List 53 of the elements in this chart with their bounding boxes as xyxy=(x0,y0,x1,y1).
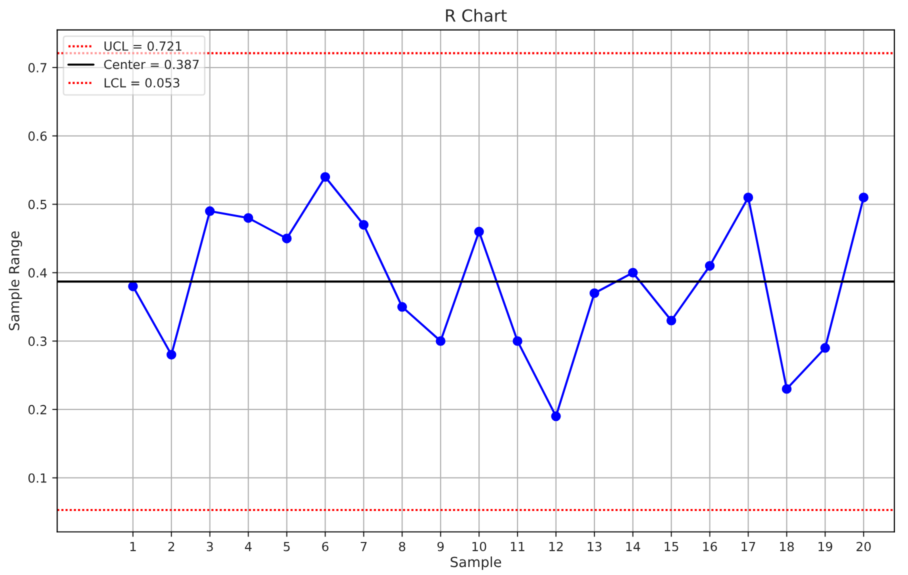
x-tick-label: 13 xyxy=(588,542,602,552)
ref-line-label: UCL = 0.721 xyxy=(104,41,182,51)
x-tick-label: 6 xyxy=(322,542,328,552)
x-tick-label: 10 xyxy=(472,542,486,552)
x-tick-label: 1 xyxy=(130,542,136,552)
y-tick-label: 0.5 xyxy=(28,200,46,210)
x-tick-label: 11 xyxy=(510,542,524,552)
x-tick-label: 7 xyxy=(360,542,367,552)
x-tick-label: 16 xyxy=(703,542,717,552)
point xyxy=(205,206,215,216)
point xyxy=(512,336,522,346)
point xyxy=(397,302,408,312)
x-tick-label: 18 xyxy=(780,542,794,552)
x-tick-label: 4 xyxy=(244,542,252,552)
x-tick-label: 17 xyxy=(742,542,756,552)
y-tick-label: 0.7 xyxy=(28,62,46,72)
point xyxy=(704,260,715,271)
point xyxy=(590,288,600,298)
x-tick-label: 3 xyxy=(206,542,213,552)
point xyxy=(628,268,638,278)
y-axis-title: Sample Range xyxy=(8,231,22,330)
y-tick-label: 0.3 xyxy=(28,336,46,346)
point xyxy=(820,343,830,353)
point xyxy=(243,213,254,223)
y-tick-label: 0.2 xyxy=(28,404,46,414)
point xyxy=(128,281,138,292)
point xyxy=(858,192,868,202)
legend-label: Center = 0.387 xyxy=(104,60,199,70)
point xyxy=(474,226,484,237)
point xyxy=(436,336,446,346)
x-tick-label: 12 xyxy=(549,542,563,552)
x-tick-label: 5 xyxy=(284,542,290,552)
point xyxy=(743,192,754,202)
x-tick-label: 20 xyxy=(856,542,871,552)
x-tick-label: 14 xyxy=(626,542,640,552)
x-tick-label: 8 xyxy=(399,542,406,552)
point xyxy=(282,234,292,244)
point xyxy=(551,411,561,422)
point xyxy=(320,172,330,182)
legend-label: LCL = 0.053 xyxy=(104,78,180,88)
x-tick-label: 15 xyxy=(664,542,678,552)
y-tick-label: 0.4 xyxy=(28,268,47,278)
point xyxy=(666,316,676,326)
chart-title: R Chart xyxy=(446,8,507,22)
y-tick-label: 0.6 xyxy=(28,131,47,141)
point xyxy=(358,220,369,230)
x-tick-label: 19 xyxy=(818,542,832,552)
x-tick-label: 9 xyxy=(437,542,444,552)
x-tick-label: 2 xyxy=(168,542,174,552)
x-axis-title: Sample xyxy=(450,556,502,570)
point xyxy=(166,350,176,360)
y-tick-label: 0.1 xyxy=(28,473,46,483)
point xyxy=(782,384,792,394)
